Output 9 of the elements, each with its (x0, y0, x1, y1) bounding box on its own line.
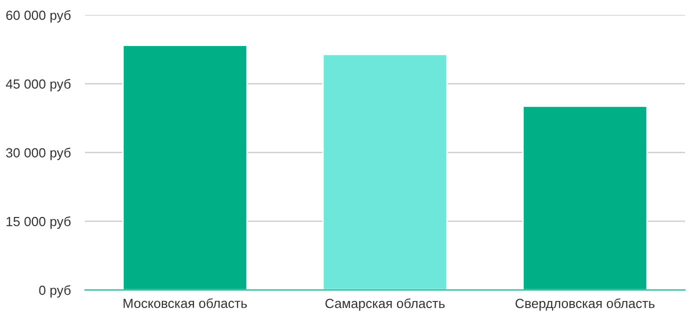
y-tick-label: 45 000 руб (6, 78, 71, 92)
y-tick-label: 15 000 руб (6, 216, 71, 229)
y-tick-label: 30 000 руб (6, 148, 71, 160)
y-tick-label: 60 000 руб (6, 10, 71, 23)
x-tick-label: Самарская область (325, 298, 445, 311)
x-tick-label: Московская область (124, 298, 247, 308)
y-tick-label: 0 руб (39, 285, 71, 298)
x-tick-label: Свердловская область (516, 298, 655, 311)
bar (322, 54, 448, 290)
